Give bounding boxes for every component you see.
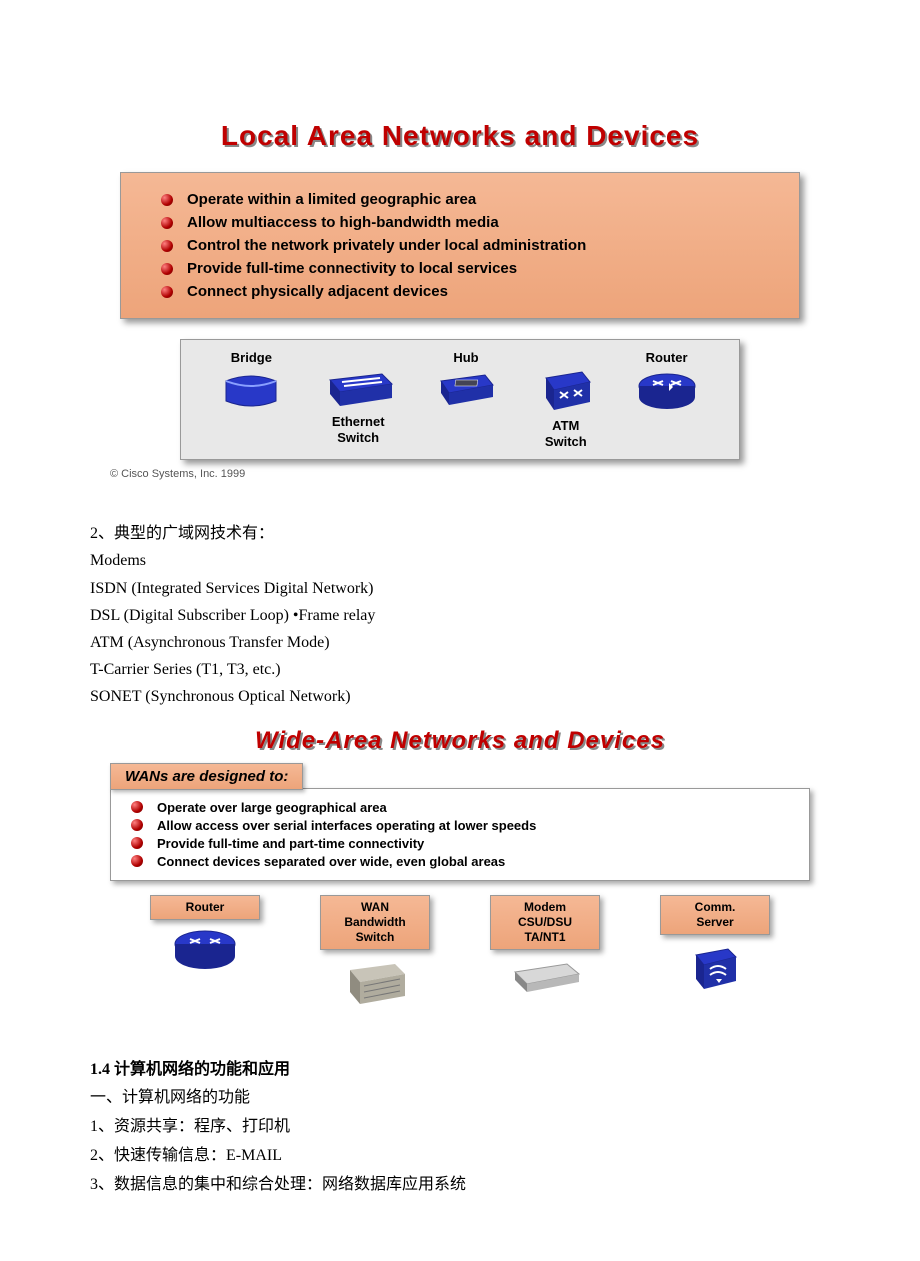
bullet-text: Control the network privately under loca… bbox=[187, 237, 586, 254]
section-line: 3、数据信息的集中和综合处理：网络数据库应用系统 bbox=[90, 1171, 830, 1200]
device-router: Router bbox=[635, 350, 699, 413]
device-label: EthernetSwitch bbox=[332, 414, 385, 445]
bullet-icon bbox=[131, 837, 143, 849]
section-1-4: 1.4 计算机网络的功能和应用 一、计算机网络的功能 1、资源共享：程序、打印机… bbox=[0, 1026, 920, 1240]
bullet-text: Provide full-time and part-time connecti… bbox=[157, 836, 424, 851]
wan-device-row: Router WANBandwidthSwitch ModemCSU/DSUTA… bbox=[120, 895, 800, 1006]
bullet-text: Connect physically adjacent devices bbox=[187, 283, 448, 300]
device-label: ModemCSU/DSUTA/NT1 bbox=[518, 900, 572, 944]
bandwidth-switch-icon bbox=[316, 958, 434, 1006]
lan-bullet: Allow multiaccess to high-bandwidth medi… bbox=[161, 214, 759, 231]
device-label: Comm.Server bbox=[695, 900, 736, 929]
wan-tech-text: 2、典型的广域网技术有： Modems ISDN (Integrated Ser… bbox=[0, 500, 920, 720]
device-ethernet-switch: EthernetSwitch bbox=[322, 350, 394, 445]
wan-bullet: Operate over large geographical area bbox=[131, 800, 789, 815]
device-bridge: Bridge bbox=[221, 350, 281, 411]
wan-device-comm-server: Comm.Server bbox=[656, 895, 774, 991]
device-label: Bridge bbox=[231, 350, 272, 365]
bullet-icon bbox=[131, 855, 143, 867]
modem-icon bbox=[486, 958, 604, 994]
bullet-text: Allow access over serial interfaces oper… bbox=[157, 818, 536, 833]
wan-bullet: Provide full-time and part-time connecti… bbox=[131, 836, 789, 851]
wan-device-bandwidth-switch: WANBandwidthSwitch bbox=[316, 895, 434, 1006]
copyright-text: © Cisco Systems, Inc. 1999 bbox=[110, 468, 820, 480]
bullet-text: Operate within a limited geographic area bbox=[187, 191, 476, 208]
lan-bullet-panel: Operate within a limited geographic area… bbox=[120, 172, 800, 319]
section-line: 1、资源共享：程序、打印机 bbox=[90, 1113, 830, 1142]
text-line: ISDN (Integrated Services Digital Networ… bbox=[90, 575, 830, 602]
bullet-icon bbox=[161, 240, 173, 252]
text-line: DSL (Digital Subscriber Loop) •Frame rel… bbox=[90, 602, 830, 629]
device-card: Comm.Server bbox=[660, 895, 770, 935]
device-label: Hub bbox=[453, 350, 478, 365]
wan-bullet-panel: Operate over large geographical area All… bbox=[110, 788, 810, 881]
router-icon bbox=[146, 928, 264, 972]
device-hub: Hub bbox=[435, 350, 497, 407]
lan-bullet: Provide full-time connectivity to local … bbox=[161, 260, 759, 277]
bullet-icon bbox=[161, 194, 173, 206]
bullet-icon bbox=[131, 801, 143, 813]
wan-bullet: Connect devices separated over wide, eve… bbox=[131, 854, 789, 869]
section-line: 2、快速传输信息：E-MAIL bbox=[90, 1142, 830, 1171]
device-label: Router bbox=[186, 900, 225, 914]
atm-switch-icon bbox=[538, 368, 594, 412]
bridge-icon bbox=[221, 371, 281, 411]
wan-device-router: Router bbox=[146, 895, 264, 972]
device-card: Router bbox=[150, 895, 260, 920]
text-line: ATM (Asynchronous Transfer Mode) bbox=[90, 629, 830, 656]
lan-bullet: Connect physically adjacent devices bbox=[161, 283, 759, 300]
router-icon bbox=[635, 371, 699, 413]
text-line: Modems bbox=[90, 547, 830, 574]
text-line: 2、典型的广域网技术有： bbox=[90, 520, 830, 547]
bullet-icon bbox=[161, 217, 173, 229]
hub-icon bbox=[435, 371, 497, 407]
device-card: ModemCSU/DSUTA/NT1 bbox=[490, 895, 600, 950]
device-card: WANBandwidthSwitch bbox=[320, 895, 430, 950]
wan-device-modem: ModemCSU/DSUTA/NT1 bbox=[486, 895, 604, 994]
wan-slide-title: Wide-Area Networks and Devices bbox=[90, 727, 830, 755]
bullet-icon bbox=[131, 819, 143, 831]
bullet-icon bbox=[161, 286, 173, 298]
bullet-text: Allow multiaccess to high-bandwidth medi… bbox=[187, 214, 499, 231]
device-label: ATMSwitch bbox=[545, 418, 587, 449]
lan-device-strip: Bridge EthernetSwitch Hub ATMSwitch Rout… bbox=[180, 339, 740, 460]
wan-subtitle: WANs are designed to: bbox=[110, 763, 303, 790]
text-line: T-Carrier Series (T1, T3, etc.) bbox=[90, 656, 830, 683]
device-atm-switch: ATMSwitch bbox=[538, 350, 594, 449]
bullet-text: Operate over large geographical area bbox=[157, 800, 387, 815]
section-heading: 1.4 计算机网络的功能和应用 bbox=[90, 1056, 830, 1085]
device-label: Router bbox=[646, 350, 688, 365]
lan-slide-title: Local Area Networks and Devices bbox=[100, 120, 820, 152]
bullet-text: Connect devices separated over wide, eve… bbox=[157, 854, 505, 869]
device-label: WANBandwidthSwitch bbox=[344, 900, 405, 944]
bullet-icon bbox=[161, 263, 173, 275]
switch-icon bbox=[322, 368, 394, 408]
lan-bullet: Operate within a limited geographic area bbox=[161, 191, 759, 208]
bullet-text: Provide full-time connectivity to local … bbox=[187, 260, 517, 277]
comm-server-icon bbox=[656, 943, 774, 991]
lan-bullet: Control the network privately under loca… bbox=[161, 237, 759, 254]
wan-bullet: Allow access over serial interfaces oper… bbox=[131, 818, 789, 833]
section-line: 一、计算机网络的功能 bbox=[90, 1084, 830, 1113]
lan-slide: Local Area Networks and Devices Operate … bbox=[0, 0, 920, 500]
wan-slide: Wide-Area Networks and Devices WANs are … bbox=[0, 727, 920, 1026]
text-line: SONET (Synchronous Optical Network) bbox=[90, 683, 830, 710]
